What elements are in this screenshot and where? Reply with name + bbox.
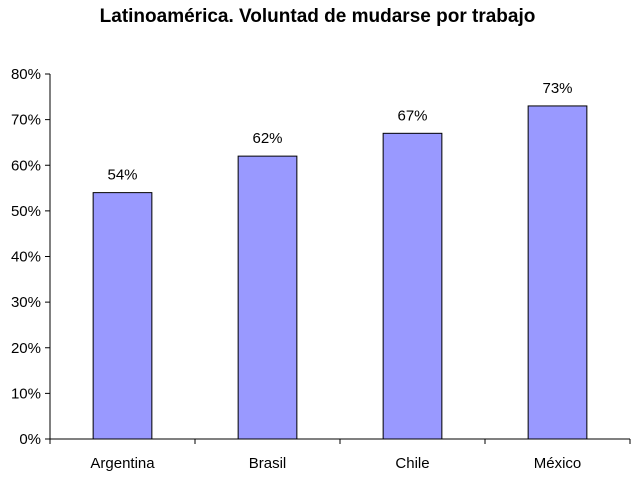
data-label: 54% bbox=[107, 167, 137, 184]
y-tick-label: 50% bbox=[11, 203, 41, 220]
data-label: 62% bbox=[252, 130, 282, 147]
x-tick-label: México bbox=[534, 455, 582, 472]
chart-title: Latinoamérica. Voluntad de mudarse por t… bbox=[99, 6, 536, 27]
y-tick-label: 40% bbox=[11, 249, 41, 266]
bar bbox=[527, 105, 588, 440]
y-tick-label: 70% bbox=[11, 112, 41, 129]
x-tick-label: Chile bbox=[395, 455, 429, 472]
y-tick-label: 0% bbox=[19, 431, 41, 448]
y-tick-label: 30% bbox=[11, 294, 41, 311]
y-tick-label: 20% bbox=[11, 340, 41, 357]
data-label: 67% bbox=[397, 107, 427, 124]
x-tick-label: Argentina bbox=[90, 455, 155, 472]
chart-labels: 0% 10% 20% 30% 40% 50% 60% 70% 80% Argentina 54% Br… bbox=[11, 66, 581, 472]
y-tick-label: 60% bbox=[11, 157, 41, 174]
bar bbox=[237, 155, 298, 440]
bar bbox=[382, 132, 443, 440]
x-tick-label: Brasil bbox=[249, 455, 287, 472]
chart-bars bbox=[92, 105, 588, 440]
bar bbox=[92, 192, 153, 440]
y-tick-label: 80% bbox=[11, 66, 41, 83]
data-label: 73% bbox=[542, 80, 572, 97]
y-tick-label: 10% bbox=[11, 385, 41, 402]
